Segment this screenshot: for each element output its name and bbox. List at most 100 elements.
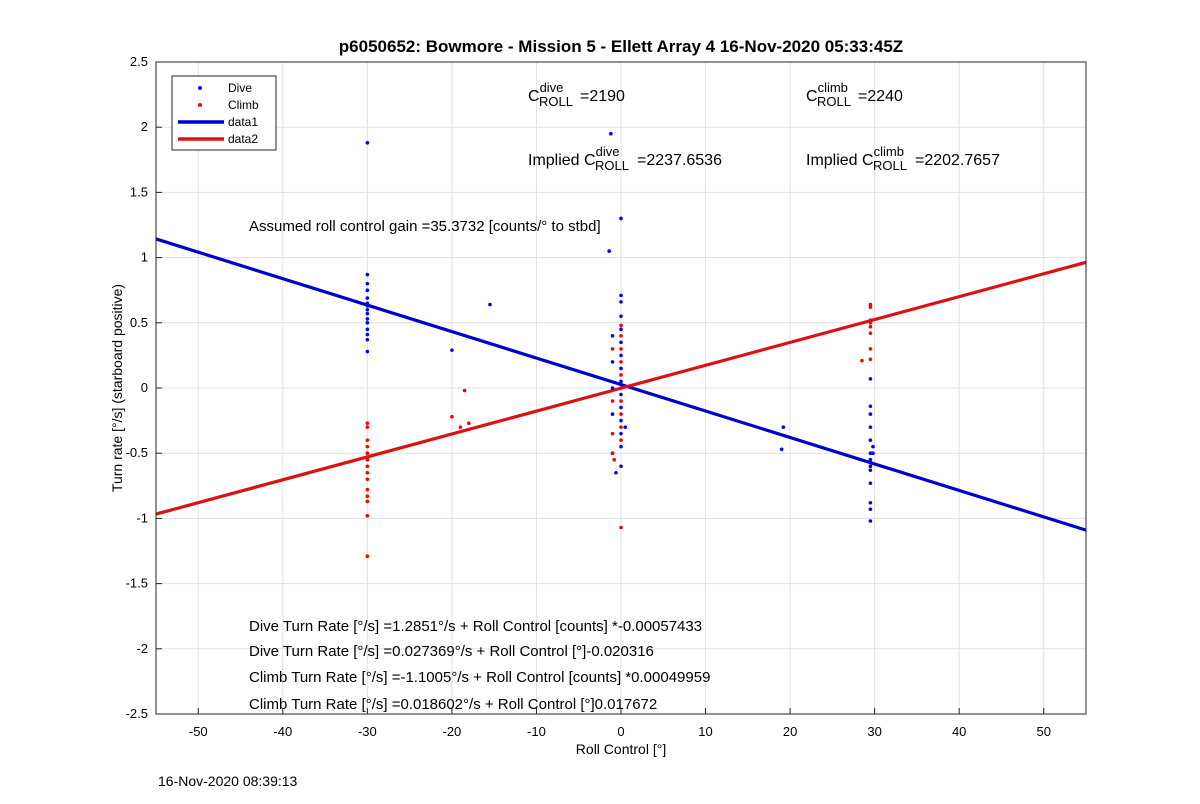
point-dive bbox=[610, 412, 615, 416]
point-dive bbox=[365, 317, 370, 321]
point-dive bbox=[365, 301, 370, 306]
equation-dive-degrees: Dive Turn Rate [°/s] =0.027369°/s + Roll… bbox=[249, 643, 654, 660]
point-dive bbox=[607, 249, 611, 253]
point-dive bbox=[868, 377, 873, 381]
equation-climb-degrees: Climb Turn Rate [°/s] =0.018602°/s + Rol… bbox=[249, 696, 657, 713]
annotation-c-climb-value: =2240 bbox=[858, 88, 903, 105]
annotation-c-dive-sub: ROLL bbox=[539, 94, 573, 109]
point-climb bbox=[619, 438, 623, 442]
point-dive bbox=[868, 425, 873, 429]
axis-ticks: -50 -40 -30 -20 -10 0 10 20 30 40 50-2.5-2-1.5-1-0… bbox=[126, 54, 1051, 739]
point-climb bbox=[610, 347, 615, 351]
point-dive bbox=[365, 288, 370, 293]
point-climb bbox=[365, 451, 370, 456]
x-tick-label: 0 bbox=[617, 724, 624, 739]
point-dive bbox=[868, 468, 873, 472]
point-dive bbox=[868, 451, 873, 456]
point-climb bbox=[365, 464, 370, 469]
x-tick-label: 10 bbox=[698, 724, 712, 739]
point-dive bbox=[609, 131, 613, 136]
point-climb bbox=[450, 414, 454, 419]
point-climb bbox=[610, 431, 615, 436]
point-climb bbox=[868, 302, 873, 307]
y-tick-label: -2 bbox=[136, 641, 148, 656]
gain-note: Assumed roll control gain =35.3732 [coun… bbox=[249, 218, 601, 235]
annotation-c-dive: Cdive bbox=[528, 80, 563, 105]
point-climb bbox=[610, 399, 615, 403]
point-dive bbox=[868, 457, 873, 462]
c-roll-annotations: Cdive ROLL =2190 Cclimb ROLL =2240 Impli… bbox=[528, 80, 1000, 173]
point-dive bbox=[619, 293, 623, 298]
x-axis-label: Roll Control [°] bbox=[576, 741, 666, 757]
point-dive bbox=[868, 404, 873, 409]
annotation-c-climb-sub: ROLL bbox=[817, 94, 851, 109]
point-climb bbox=[462, 388, 467, 393]
point-climb bbox=[868, 305, 873, 309]
point-dive bbox=[614, 470, 618, 475]
y-tick-label: -1.5 bbox=[126, 576, 148, 591]
point-dive bbox=[610, 360, 615, 364]
point-climb bbox=[365, 554, 370, 559]
x-tick-label: 30 bbox=[867, 724, 881, 739]
point-climb bbox=[619, 360, 623, 364]
series-layer bbox=[155, 131, 1087, 559]
point-dive bbox=[365, 349, 370, 354]
annotation-implied-climb-sub: ROLL bbox=[873, 158, 907, 173]
fit-line-data1 bbox=[155, 237, 1087, 532]
point-climb bbox=[365, 444, 370, 449]
y-tick-label: 1.5 bbox=[130, 184, 148, 199]
chart-title: p6050652: Bowmore - Mission 5 - Ellett A… bbox=[339, 37, 903, 56]
point-dive bbox=[868, 412, 873, 416]
point-climb bbox=[619, 425, 623, 429]
point-climb bbox=[619, 373, 623, 377]
x-tick-label: 20 bbox=[783, 724, 797, 739]
legend-marker-climb bbox=[198, 103, 202, 107]
point-climb bbox=[610, 451, 615, 456]
point-dive bbox=[868, 500, 873, 505]
legend-label-data1: data1 bbox=[228, 115, 258, 129]
point-dive bbox=[610, 334, 615, 338]
point-climb bbox=[619, 334, 623, 338]
point-climb bbox=[619, 399, 623, 403]
point-climb bbox=[619, 412, 623, 416]
x-tick-label: -10 bbox=[527, 724, 546, 739]
point-dive bbox=[365, 141, 370, 145]
x-tick-label: -40 bbox=[273, 724, 292, 739]
y-tick-label: 2.5 bbox=[130, 54, 148, 69]
point-dive bbox=[619, 314, 623, 319]
point-dive bbox=[619, 444, 623, 449]
point-dive bbox=[619, 431, 623, 436]
print-timestamp: 16-Nov-2020 08:39:13 bbox=[158, 773, 298, 789]
point-climb bbox=[868, 321, 873, 325]
point-climb bbox=[365, 494, 370, 499]
point-dive bbox=[619, 418, 623, 423]
legend-label-dive: Dive bbox=[228, 81, 252, 95]
point-dive bbox=[781, 425, 786, 429]
point-dive bbox=[365, 332, 370, 337]
x-tick-label: -50 bbox=[189, 724, 208, 739]
point-dive bbox=[619, 366, 623, 371]
point-dive bbox=[488, 302, 492, 307]
point-climb bbox=[365, 457, 370, 462]
legend-marker-dive bbox=[198, 86, 202, 90]
legend: Dive Climb data1 data2 bbox=[171, 75, 277, 151]
point-dive bbox=[365, 307, 370, 312]
annotation-c-climb: Cclimb bbox=[806, 80, 848, 105]
point-climb bbox=[868, 357, 873, 362]
point-dive bbox=[610, 386, 615, 390]
point-dive bbox=[450, 348, 454, 352]
y-tick-label: 0.5 bbox=[130, 315, 148, 330]
point-climb bbox=[868, 318, 873, 322]
point-climb bbox=[458, 425, 463, 429]
y-tick-label: 1 bbox=[141, 250, 148, 265]
point-climb bbox=[365, 425, 370, 429]
x-tick-label: -20 bbox=[443, 724, 462, 739]
annotation-implied-climb-value: =2202.7657 bbox=[915, 152, 1000, 169]
point-climb bbox=[868, 331, 873, 336]
point-climb bbox=[868, 347, 873, 351]
point-dive bbox=[779, 447, 784, 452]
point-climb bbox=[619, 323, 623, 328]
point-dive bbox=[365, 281, 370, 286]
fit-equations: Dive Turn Rate [°/s] =1.2851°/s + Roll C… bbox=[249, 618, 710, 713]
legend-label-data2: data2 bbox=[228, 132, 258, 146]
